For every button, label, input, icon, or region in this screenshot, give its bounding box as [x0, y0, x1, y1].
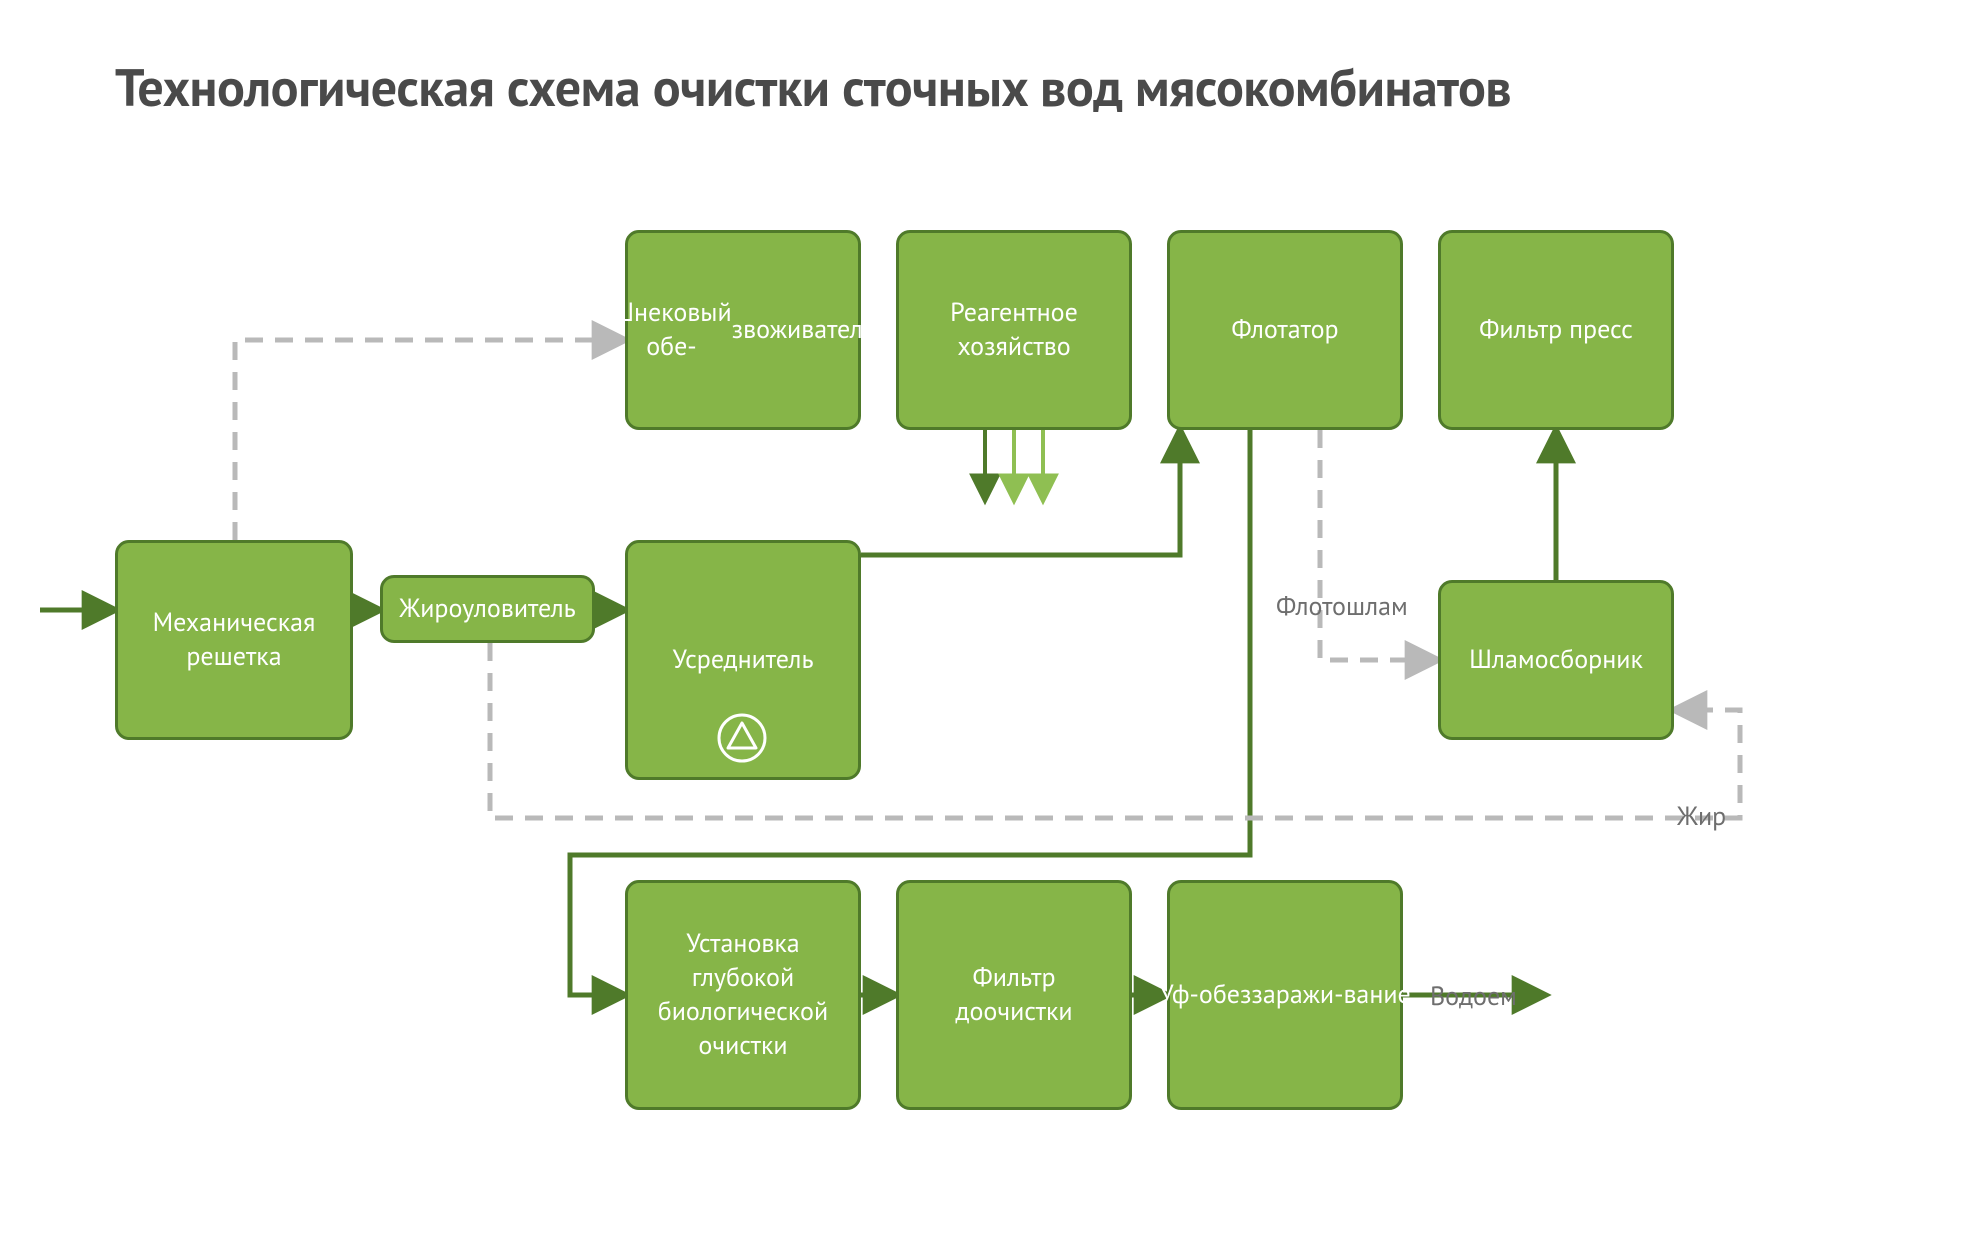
pump-icon: [716, 712, 768, 764]
node-reagent: Реагентное хозяйство: [896, 230, 1132, 430]
node-postfilter: Фильтр доочистки: [896, 880, 1132, 1110]
node-dewater: Шнековый обе-звоживатель: [625, 230, 861, 430]
diagram-canvas: Технологическая схема очистки сточных во…: [0, 0, 1968, 1249]
node-uf: Уф-обеззаражи-вание: [1167, 880, 1403, 1110]
node-press: Фильтр пресс: [1438, 230, 1674, 430]
node-flotator: Флотатор: [1167, 230, 1403, 430]
label-reservoir: Водоем: [1430, 980, 1517, 1013]
node-bio: Установка глубокой биологической очистки: [625, 880, 861, 1110]
node-sludge: Шламосборник: [1438, 580, 1674, 740]
page-title: Технологическая схема очистки сточных во…: [115, 55, 1511, 120]
edge-mech_dew: [235, 340, 625, 540]
label-grease_lbl: Жир: [1677, 800, 1726, 833]
label-flotoslam: Флотошлам: [1276, 590, 1408, 623]
edge-avg_flot: [861, 430, 1180, 555]
node-mech: Механическая решетка: [115, 540, 353, 740]
node-grease: Жироуловитель: [380, 575, 595, 643]
edge-flot_sludge: [1320, 430, 1438, 660]
